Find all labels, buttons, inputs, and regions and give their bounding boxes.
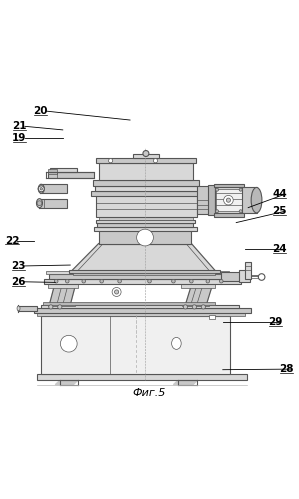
Bar bbox=[216, 189, 242, 211]
Circle shape bbox=[216, 188, 219, 191]
Bar bbox=[215, 186, 243, 214]
Text: 24: 24 bbox=[272, 244, 287, 254]
Polygon shape bbox=[55, 380, 78, 385]
Text: 29: 29 bbox=[268, 317, 282, 327]
Circle shape bbox=[137, 229, 153, 246]
Bar bbox=[245, 262, 251, 278]
Bar bbox=[197, 186, 209, 214]
Circle shape bbox=[219, 279, 223, 283]
Text: 19: 19 bbox=[12, 133, 27, 143]
Bar bbox=[43, 302, 215, 305]
Text: 26: 26 bbox=[11, 277, 26, 287]
Bar bbox=[95, 186, 198, 191]
Circle shape bbox=[37, 201, 42, 206]
Polygon shape bbox=[49, 285, 75, 305]
Circle shape bbox=[224, 196, 233, 205]
Bar bbox=[44, 278, 241, 284]
Circle shape bbox=[216, 210, 219, 213]
Bar bbox=[99, 229, 191, 244]
Circle shape bbox=[143, 151, 149, 157]
Bar bbox=[18, 306, 37, 311]
Circle shape bbox=[100, 279, 103, 283]
Bar bbox=[40, 184, 67, 193]
Circle shape bbox=[190, 279, 193, 283]
Ellipse shape bbox=[38, 184, 44, 193]
Circle shape bbox=[201, 305, 205, 309]
Polygon shape bbox=[72, 244, 215, 271]
Bar bbox=[133, 154, 159, 158]
Bar bbox=[91, 191, 201, 196]
Circle shape bbox=[58, 305, 62, 309]
Bar bbox=[94, 228, 197, 231]
Circle shape bbox=[82, 279, 86, 283]
Bar bbox=[37, 374, 247, 380]
Ellipse shape bbox=[17, 306, 20, 311]
Polygon shape bbox=[185, 285, 212, 305]
Bar bbox=[242, 187, 257, 213]
Text: 22: 22 bbox=[5, 236, 19, 246]
Circle shape bbox=[226, 198, 231, 202]
Text: 25: 25 bbox=[272, 206, 287, 216]
Text: 21: 21 bbox=[12, 121, 27, 131]
Bar bbox=[41, 305, 239, 308]
Bar bbox=[214, 184, 244, 187]
Circle shape bbox=[172, 279, 175, 283]
Bar bbox=[50, 168, 77, 172]
Circle shape bbox=[60, 335, 77, 352]
Bar bbox=[97, 223, 193, 228]
Bar bbox=[34, 308, 251, 312]
Bar bbox=[208, 185, 215, 215]
Circle shape bbox=[183, 305, 187, 309]
Circle shape bbox=[239, 188, 242, 191]
Text: 20: 20 bbox=[33, 106, 48, 116]
Bar bbox=[49, 274, 223, 278]
Bar bbox=[209, 315, 215, 319]
Bar bbox=[221, 272, 242, 281]
Circle shape bbox=[192, 305, 196, 309]
Text: 28: 28 bbox=[279, 364, 294, 374]
Circle shape bbox=[118, 279, 121, 283]
Circle shape bbox=[65, 279, 69, 283]
Bar bbox=[214, 213, 244, 217]
Bar bbox=[48, 284, 78, 288]
Bar bbox=[69, 270, 220, 273]
Bar bbox=[41, 315, 230, 374]
Bar bbox=[93, 181, 199, 186]
Circle shape bbox=[112, 287, 121, 296]
Text: Фиг.5: Фиг.5 bbox=[133, 388, 166, 398]
Bar bbox=[99, 163, 193, 181]
Bar bbox=[96, 195, 197, 217]
Circle shape bbox=[258, 274, 265, 280]
Bar bbox=[48, 169, 57, 174]
Bar bbox=[48, 172, 94, 178]
Polygon shape bbox=[173, 380, 197, 385]
Circle shape bbox=[206, 279, 210, 283]
Circle shape bbox=[115, 290, 119, 294]
Bar bbox=[37, 312, 245, 315]
Ellipse shape bbox=[36, 199, 42, 208]
Bar bbox=[182, 304, 209, 306]
Circle shape bbox=[54, 279, 58, 283]
Bar bbox=[96, 220, 195, 223]
Bar bbox=[48, 304, 75, 306]
Bar bbox=[73, 272, 215, 275]
Circle shape bbox=[148, 279, 151, 283]
Bar bbox=[239, 270, 250, 282]
Bar bbox=[99, 217, 193, 220]
Bar bbox=[39, 199, 67, 208]
Text: 23: 23 bbox=[11, 261, 26, 271]
Text: 44: 44 bbox=[272, 189, 287, 199]
Circle shape bbox=[38, 186, 44, 192]
Circle shape bbox=[49, 305, 53, 309]
Circle shape bbox=[109, 159, 113, 163]
Bar bbox=[46, 271, 229, 274]
Circle shape bbox=[153, 159, 158, 163]
Ellipse shape bbox=[172, 337, 181, 349]
Bar bbox=[96, 158, 196, 163]
Circle shape bbox=[40, 188, 42, 190]
Bar bbox=[181, 284, 215, 288]
Circle shape bbox=[239, 210, 242, 213]
Ellipse shape bbox=[251, 188, 262, 213]
